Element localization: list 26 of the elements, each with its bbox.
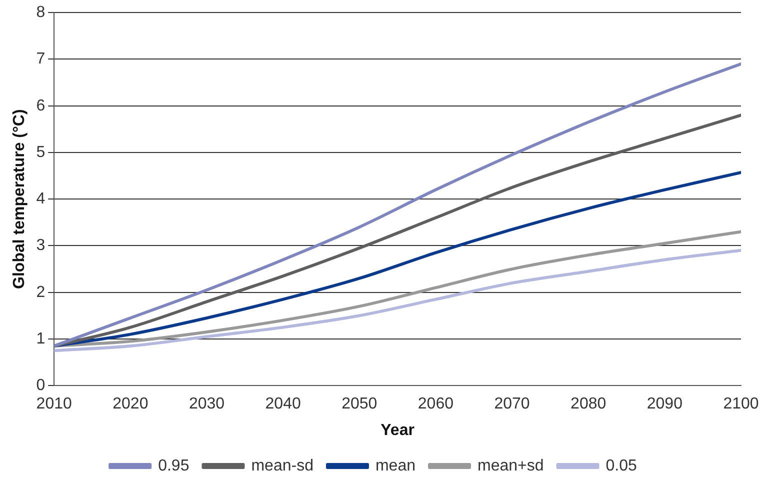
x-tick-label: 2050 — [342, 396, 378, 413]
legend-label: mean+sd — [478, 457, 544, 474]
y-tick-label: 3 — [36, 237, 46, 254]
x-tick-label: 2030 — [188, 396, 225, 413]
x-axis-title: Year — [380, 422, 414, 439]
x-tick-label: 2090 — [646, 396, 683, 413]
x-tick-label: 2010 — [36, 396, 72, 413]
legend-label: mean-sd — [251, 457, 314, 474]
y-tick-label: 0 — [36, 377, 46, 394]
x-tick-label: 2020 — [112, 396, 148, 413]
x-tick-label: 2060 — [418, 396, 454, 413]
legend-label: 0.05 — [606, 457, 638, 474]
y-tick-label: 6 — [36, 97, 46, 114]
legend-label: 0.95 — [158, 457, 190, 474]
x-tick-label: 2100 — [723, 396, 759, 413]
y-axis-title: Global temperature (°C) — [11, 109, 28, 289]
y-tick-label: 4 — [36, 190, 46, 208]
legend-label: mean — [375, 457, 416, 474]
y-tick-label: 5 — [36, 144, 46, 161]
y-tick-label: 7 — [36, 50, 46, 68]
x-tick-label: 2070 — [494, 396, 530, 413]
y-tick-label: 2 — [36, 284, 46, 301]
x-tick-label: 2040 — [265, 396, 301, 413]
y-tick-label: 1 — [36, 330, 46, 348]
x-tick-label: 2080 — [570, 396, 606, 413]
y-tick-label: 8 — [36, 4, 46, 22]
